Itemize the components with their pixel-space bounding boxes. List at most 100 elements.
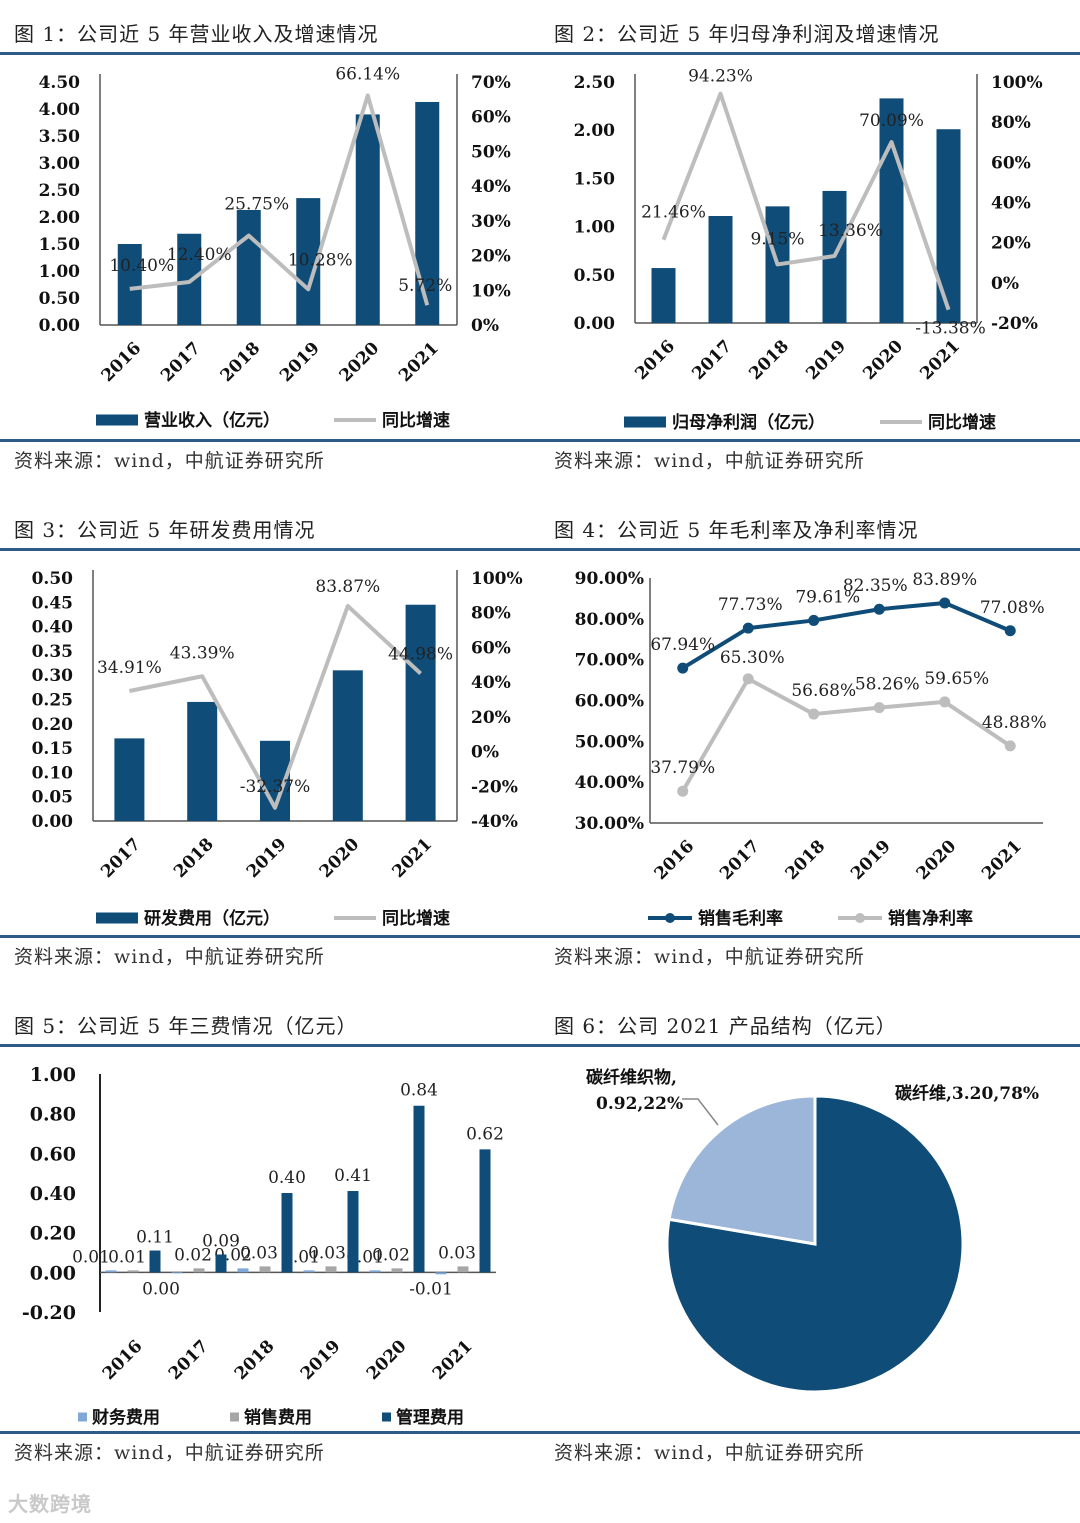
x-tick-label: 2021 bbox=[916, 336, 964, 384]
x-tick-label: 2020 bbox=[336, 338, 384, 386]
data-label: 0.01 bbox=[72, 1247, 110, 1267]
legend-swatch-bar bbox=[96, 414, 138, 426]
right-tick-label: 0% bbox=[471, 316, 499, 336]
legend-label: 销售费用 bbox=[244, 1407, 312, 1428]
left-tick-label: 1.00 bbox=[574, 218, 616, 238]
left-tick-label: 1.00 bbox=[30, 1064, 76, 1086]
sales-expense-bar bbox=[325, 1266, 337, 1273]
figure-1-bottom-rule bbox=[0, 439, 540, 442]
bar bbox=[236, 209, 261, 325]
growth-data-label: 83.87% bbox=[315, 577, 380, 597]
data-label: 65.30% bbox=[720, 648, 785, 668]
pie-leader-line bbox=[682, 1098, 719, 1126]
x-tick-label: 2016 bbox=[98, 338, 146, 386]
x-tick-label: 2019 bbox=[802, 336, 850, 384]
net-profit-chart: 0.00 0.50 1.00 1.50 2.00 2.50 -20% 0% 20% 40% 60% 8… bbox=[574, 67, 1043, 433]
x-tick-label: 2021 bbox=[389, 834, 437, 882]
left-tick-label: 90.00% bbox=[575, 569, 644, 589]
data-point bbox=[1004, 625, 1016, 637]
figure-2-bottom-rule bbox=[540, 439, 1080, 442]
figure-2-caption: 图 2：公司近 5 年归母净利润及增速情况 bbox=[554, 22, 940, 46]
bar bbox=[651, 268, 676, 323]
admin-expense-bar bbox=[281, 1193, 293, 1273]
data-point bbox=[939, 597, 951, 609]
right-tick-label: 40% bbox=[471, 673, 511, 693]
finance-expense-bar bbox=[237, 1268, 249, 1273]
figure-6-source: 资料来源：wind，中航证券研究所 bbox=[554, 1442, 865, 1464]
x-tick-label: 2018 bbox=[217, 338, 265, 386]
bar bbox=[114, 738, 145, 821]
left-tick-label: 0.15 bbox=[32, 739, 73, 759]
admin-expense-bar bbox=[149, 1250, 161, 1273]
left-tick-label: 2.50 bbox=[574, 73, 616, 93]
growth-data-label: 21.46% bbox=[641, 203, 706, 223]
x-tick-label: 2020 bbox=[363, 1336, 411, 1384]
growth-data-label: 9.15% bbox=[750, 229, 804, 249]
data-label: 0.11 bbox=[136, 1228, 174, 1248]
legend-label: 销售净利率 bbox=[888, 908, 973, 929]
figure-4-caption: 图 4：公司近 5 年毛利率及净利率情况 bbox=[554, 518, 919, 542]
admin-expense-bar bbox=[479, 1149, 491, 1273]
pie-label-carbon-fiber: 碳纤维,3.20,78% bbox=[895, 1083, 1039, 1104]
left-tick-label: 0.60 bbox=[30, 1143, 76, 1165]
sales-expense-bar bbox=[391, 1268, 403, 1273]
growth-line bbox=[129, 603, 422, 810]
growth-line bbox=[661, 91, 951, 311]
figure-3-source: 资料来源：wind，中航证券研究所 bbox=[14, 946, 325, 968]
left-tick-label: 1.00 bbox=[39, 262, 81, 282]
left-tick-label: 4.50 bbox=[39, 73, 81, 93]
data-label: 56.68% bbox=[791, 681, 856, 701]
finance-expense-bar bbox=[105, 1270, 117, 1273]
figure-1-caption: 图 1：公司近 5 年营业收入及增速情况 bbox=[14, 22, 379, 46]
finance-expense-bar bbox=[171, 1272, 183, 1274]
right-tick-label: 20% bbox=[991, 234, 1031, 254]
data-label: 0.41 bbox=[334, 1166, 372, 1186]
x-tick-label: 2016 bbox=[631, 336, 679, 384]
growth-data-label: 34.91% bbox=[97, 658, 162, 678]
bar bbox=[415, 101, 440, 325]
data-label: -0.01 bbox=[409, 1279, 453, 1299]
left-tick-label: 50.00% bbox=[575, 732, 644, 752]
data-point bbox=[742, 673, 754, 685]
x-tick-label: 2018 bbox=[231, 1336, 279, 1384]
growth-data-label: 94.23% bbox=[688, 67, 753, 87]
right-tick-label: 20% bbox=[471, 708, 511, 728]
growth-data-label: 12.40% bbox=[167, 245, 232, 265]
legend-swatch-bar bbox=[96, 912, 138, 924]
x-tick-label: 2017 bbox=[165, 1336, 213, 1384]
figure-2-top-rule bbox=[540, 52, 1080, 55]
legend-label: 管理费用 bbox=[396, 1407, 464, 1428]
x-tick-label: 2021 bbox=[429, 1336, 477, 1384]
x-tick-label: 2019 bbox=[297, 1336, 345, 1384]
legend-swatch-sales bbox=[230, 1412, 239, 1422]
x-tick-label: 2020 bbox=[913, 836, 961, 884]
sales-expense-bar bbox=[259, 1266, 271, 1273]
figure-6: 图 6：公司 2021 产品结构（亿元） 碳纤维,3.20,78% 碳纤维织物, 0… bbox=[540, 992, 1080, 1482]
figure-1-top-rule bbox=[0, 52, 540, 55]
bar bbox=[936, 129, 961, 323]
right-tick-label: 50% bbox=[471, 142, 511, 162]
data-label: 0.40 bbox=[268, 1168, 306, 1188]
x-tick-label: 2019 bbox=[243, 834, 291, 882]
figure-2-source: 资料来源：wind，中航证券研究所 bbox=[554, 450, 865, 472]
growth-data-label: 10.40% bbox=[109, 256, 174, 276]
data-label: 0.84 bbox=[400, 1081, 438, 1101]
growth-line bbox=[129, 93, 430, 306]
figure-4-top-rule bbox=[540, 548, 1080, 551]
data-label: 67.94% bbox=[650, 635, 715, 655]
x-tick-label: 2021 bbox=[395, 338, 443, 386]
x-tick-label: 2021 bbox=[978, 836, 1026, 884]
admin-expense-bar bbox=[413, 1105, 425, 1273]
right-tick-label: 40% bbox=[991, 194, 1031, 214]
data-label: 0.02 bbox=[372, 1245, 410, 1265]
left-tick-label: 0.45 bbox=[32, 593, 73, 613]
figure-5-source: 资料来源：wind，中航证券研究所 bbox=[14, 1442, 325, 1464]
growth-data-label: 25.75% bbox=[224, 195, 289, 215]
data-label: 0.03 bbox=[308, 1243, 346, 1263]
x-tick-label: 2016 bbox=[651, 836, 699, 884]
left-tick-label: 1.50 bbox=[39, 235, 81, 255]
left-tick-label: 0.40 bbox=[30, 1183, 76, 1205]
right-tick-label: -20% bbox=[471, 777, 518, 797]
data-label: 37.79% bbox=[650, 758, 715, 778]
figure-5-caption: 图 5：公司近 5 年三费情况（亿元） bbox=[14, 1014, 358, 1038]
